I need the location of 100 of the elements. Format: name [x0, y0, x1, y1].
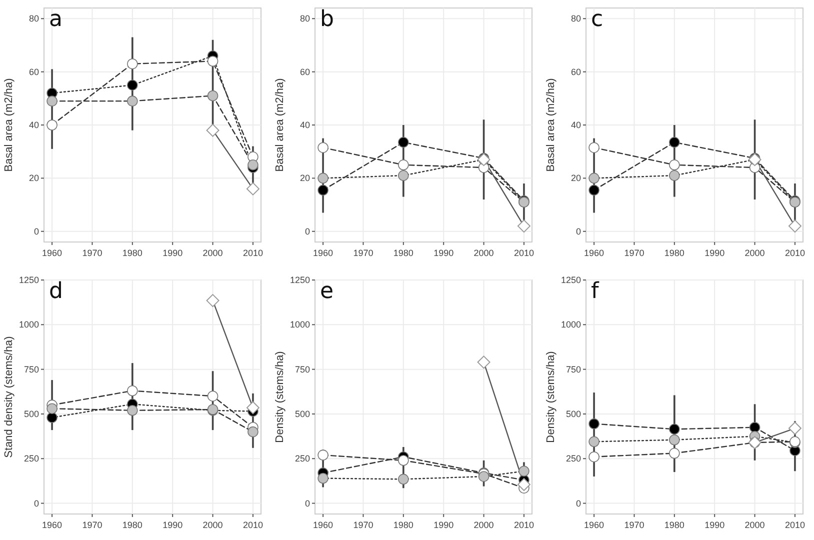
y-tick-label: 1250 [18, 275, 39, 285]
y-tick-label: 80 [570, 14, 581, 24]
x-tick-label: 1960 [584, 520, 604, 530]
y-tick-label: 60 [28, 66, 39, 77]
x-tick-label: 1970 [82, 520, 102, 530]
point [588, 184, 600, 196]
x-tick-label: 1960 [313, 248, 334, 258]
x-tick-label: 1960 [42, 248, 62, 258]
x-tick-label: 1970 [82, 248, 102, 258]
point [46, 120, 58, 130]
point [398, 455, 409, 466]
y-tick-label: 750 [566, 364, 581, 374]
point [588, 142, 600, 153]
point [318, 142, 328, 153]
point [206, 294, 220, 308]
point [207, 56, 218, 67]
chart-title: d [49, 279, 63, 304]
point [127, 58, 138, 70]
x-tick-label: 1980 [122, 520, 142, 530]
point [398, 474, 409, 485]
y-tick-label: 750 [24, 364, 39, 374]
x-tick-label: 2000 [202, 248, 223, 258]
point [46, 96, 58, 106]
point [669, 170, 680, 181]
x-tick-label: 1980 [122, 248, 142, 258]
x-tick-label: 2010 [242, 520, 263, 530]
y-tick-label: 1000 [18, 320, 39, 330]
x-tick-label: 1960 [313, 520, 334, 530]
y-tick-label: 250 [566, 454, 581, 464]
point [517, 478, 530, 492]
y-tick-label: 1250 [560, 275, 581, 285]
point [588, 418, 600, 430]
point [207, 90, 218, 102]
point [669, 159, 680, 170]
point [478, 471, 490, 482]
point [669, 136, 680, 148]
y-tick-label: 0 [576, 498, 581, 508]
point [518, 466, 530, 477]
y-tick-label: 80 [300, 14, 310, 24]
x-tick-label: 2000 [744, 248, 765, 258]
y-tick-label: 80 [28, 14, 39, 24]
point [749, 422, 760, 433]
x-tick-label: 1980 [393, 520, 414, 530]
x-tick-label: 1970 [624, 520, 644, 530]
y-axis-title: Stand density (stems/ha) [3, 336, 15, 458]
x-tick-label: 1990 [704, 520, 725, 530]
point [46, 412, 58, 423]
point [517, 220, 530, 233]
y-tick-label: 0 [576, 226, 581, 236]
x-tick-label: 1980 [664, 520, 684, 530]
y-tick-label: 0 [304, 226, 310, 236]
y-tick-label: 40 [570, 120, 581, 130]
y-tick-label: 1250 [290, 275, 310, 285]
chart-title: e [320, 279, 334, 304]
point [246, 401, 260, 414]
y-axis-title: Density (stems/ha) [545, 351, 557, 443]
x-tick-label: 1990 [162, 520, 183, 530]
y-tick-label: 0 [34, 226, 39, 236]
x-tick-label: 2010 [784, 248, 805, 258]
x-tick-label: 1960 [584, 248, 604, 258]
x-tick-label: 1960 [42, 520, 62, 530]
y-tick-label: 0 [304, 498, 310, 508]
point [588, 436, 600, 448]
x-tick-label: 1980 [664, 248, 684, 258]
point [398, 170, 409, 181]
y-tick-label: 1000 [560, 320, 581, 330]
point [206, 124, 220, 137]
point [248, 426, 258, 438]
point [669, 424, 680, 435]
x-tick-label: 1970 [624, 248, 644, 258]
y-axis-title: Basal area (m2/ha) [545, 78, 557, 172]
y-tick-label: 60 [300, 66, 310, 77]
chart-title: f [591, 279, 600, 304]
point [788, 422, 802, 435]
y-axis-title: Basal area (m2/ha) [3, 78, 15, 172]
point [127, 80, 138, 91]
point [246, 182, 260, 196]
x-tick-label: 1970 [353, 248, 374, 258]
point [46, 403, 58, 414]
chart-title: c [591, 7, 604, 32]
point [207, 390, 218, 402]
x-tick-label: 2010 [514, 520, 534, 530]
point [318, 172, 328, 184]
point [398, 159, 409, 170]
point [788, 220, 802, 233]
y-tick-label: 250 [24, 454, 39, 464]
y-tick-label: 500 [294, 408, 310, 419]
point [248, 159, 258, 170]
point [318, 184, 328, 196]
y-tick-label: 500 [566, 408, 581, 419]
x-tick-label: 2010 [242, 248, 263, 258]
point [477, 356, 490, 369]
chart-title: b [320, 7, 334, 32]
point [398, 136, 409, 148]
point [669, 448, 680, 459]
y-tick-label: 20 [570, 173, 581, 184]
x-tick-label: 2010 [514, 248, 534, 258]
y-tick-label: 40 [300, 120, 310, 130]
point [318, 472, 328, 484]
x-tick-label: 2000 [474, 248, 494, 258]
